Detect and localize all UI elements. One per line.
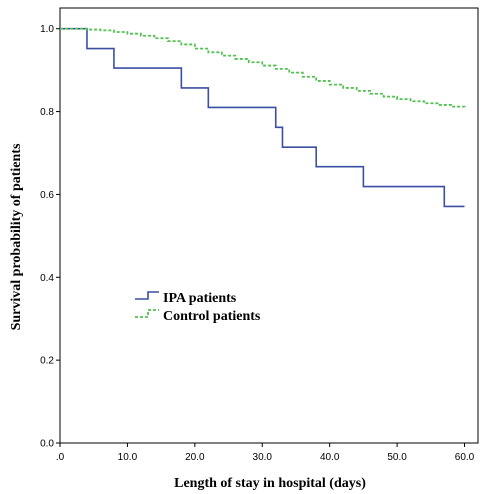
- x-tick-label: 60.0: [455, 452, 475, 463]
- x-axis-title: Length of stay in hospital (days): [174, 476, 366, 491]
- y-tick-label: 1.0: [40, 24, 54, 35]
- series-control-line: [60, 27, 466, 108]
- x-tick-label: 20.0: [185, 452, 205, 463]
- series-ipa-line: [60, 27, 465, 208]
- plot-frame: [59, 7, 479, 444]
- legend-swatch: [135, 291, 159, 300]
- y-tick-label: 0.4: [40, 273, 54, 284]
- legend-swatch: [135, 309, 159, 318]
- legend-label: IPA patients: [163, 291, 237, 306]
- y-tick-label: 0.0: [40, 439, 54, 450]
- legend-label: Control patients: [163, 309, 261, 324]
- y-tick-label: 0.6: [40, 190, 54, 201]
- series-layer: [60, 27, 466, 208]
- y-tick-label: 0.8: [40, 107, 54, 118]
- y-axis-title: Survival probability of patients: [9, 143, 24, 330]
- x-tick-label: .0: [56, 452, 65, 463]
- x-tick-label: 40.0: [320, 452, 340, 463]
- axes: 0.0 0.2 0.4 0.6 0.8 1.0 .0 10.0 20.0 30.0 40.0 50.0…: [40, 7, 479, 463]
- x-tick-label: 30.0: [253, 452, 273, 463]
- legend: IPA patients Control patients: [135, 291, 261, 324]
- x-tick-label: 10.0: [118, 452, 138, 463]
- x-tick-label: 50.0: [387, 452, 407, 463]
- y-tick-label: 0.2: [40, 356, 54, 367]
